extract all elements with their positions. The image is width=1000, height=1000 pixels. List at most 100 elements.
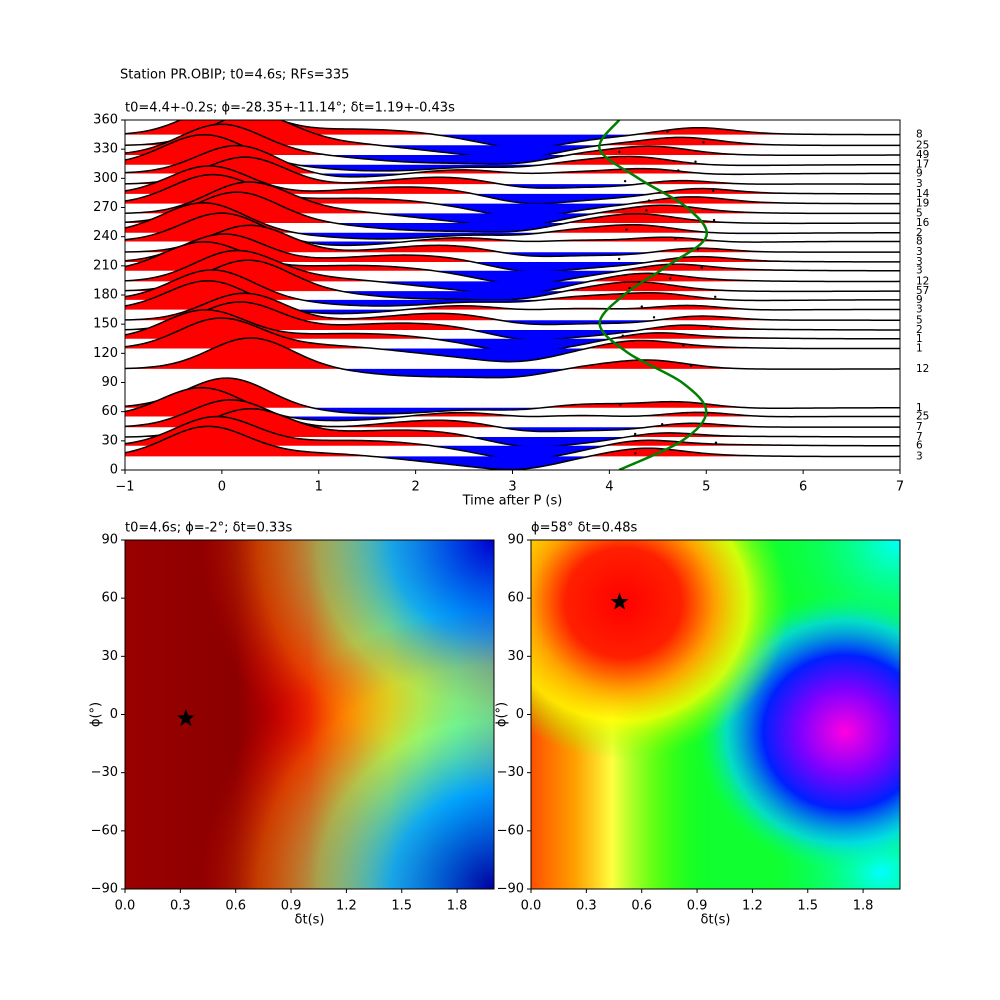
trace-pick [623,179,627,183]
trace-negative [125,427,900,432]
y-tick-label: 30 [101,649,118,664]
trace-pick [677,169,680,172]
trace-pick [712,189,715,193]
trace-positive [125,120,900,146]
figure-title: Station PR.OBIP; t0=4.6s; RFs=335 [120,68,349,83]
y-tick-label: −90 [497,882,524,897]
trace-positive [125,408,900,437]
x-tick-label: 1.2 [336,899,357,914]
trace-count: 2 [916,227,923,239]
trace-positive [125,426,900,457]
trace-count: 8 [916,129,923,141]
axes-title: t0=4.6s; ϕ=-2°; δt=0.33s [125,521,293,536]
trace-pick [689,364,693,368]
trace-pick [621,334,624,337]
y-tick-label: 270 [93,200,118,215]
trace-pick [634,452,637,455]
trace-pick [660,423,664,426]
x-tick-label: 0.3 [170,899,191,914]
trace-negative [125,213,900,227]
x-tick-label: 1.8 [853,899,874,914]
x-axis-label: δt(s) [295,913,325,928]
trace-pick [666,130,669,133]
x-tick-label: 6 [799,480,807,495]
trace-count: 19 [916,198,929,210]
trace-count: 57 [916,285,929,297]
trace-negative [125,436,900,447]
x-tick-label: −1 [115,480,134,495]
trace-pick [714,295,717,299]
trace-pick [709,325,713,329]
y-tick-label: 90 [101,533,118,548]
trace-pick [712,218,716,222]
y-tick-label: 30 [101,433,118,448]
y-tick-label: −60 [91,823,118,838]
trace-negative [125,145,900,159]
x-tick-label: 2 [411,480,419,495]
best-fit-star [610,592,629,610]
trace-negative [125,445,900,460]
trace-count: 9 [916,294,923,306]
y-tick-label: 90 [101,375,118,390]
trace-count: 5 [916,207,923,219]
y-tick-label: −60 [497,823,524,838]
x-tick-label: 3 [508,480,516,495]
trace-negative [125,252,900,257]
trace-line [125,377,900,415]
x-axis-label: Time after P (s) [462,494,563,509]
axes-title: ϕ=58° δt=0.48s [531,521,638,536]
x-tick-label: 1 [315,480,323,495]
y-tick-label: 0 [516,707,524,722]
y-tick-label: 60 [101,404,118,419]
trace-line [125,301,900,341]
trace-line [125,202,900,240]
trace-count: 25 [916,411,929,423]
y-tick-label: −90 [91,882,118,897]
trace-line [125,399,900,433]
x-axis-label: δt(s) [701,913,731,928]
trace-pick [619,403,622,406]
trace-negative [125,193,900,204]
trace-count: 3 [916,304,923,316]
trace-line [125,212,900,247]
trace-count: 9 [916,167,923,179]
trace-line [125,317,900,363]
x-tick-label: 0.0 [521,899,542,914]
trace-line [125,259,900,301]
trace-pick [694,160,697,163]
trace-positive [125,120,900,135]
x-tick-label: 1.5 [391,899,412,914]
heatmap-layer [531,540,900,889]
y-tick-label: 300 [93,171,118,186]
trace-count: 12 [916,275,929,287]
y-axis-label: ϕ(°) [89,702,104,727]
trace-pick [645,209,648,212]
trace-pick [669,277,672,280]
y-tick-label: −30 [91,765,118,780]
y-tick-label: 0 [110,707,118,722]
x-tick-label: 1.8 [447,899,468,914]
trace-negative [125,164,900,171]
trace-negative [125,281,900,295]
trace-line [125,191,900,233]
trace-negative [125,456,900,470]
y-tick-label: −30 [497,765,524,780]
y-tick-label: 330 [93,142,118,157]
y-tick-label: 360 [93,113,118,128]
trace-count: 49 [916,149,929,161]
trace-pick [700,266,703,269]
y-axis-label: ϕ(°) [495,702,510,727]
trace-negative [125,223,900,233]
x-tick-label: 4 [605,480,613,495]
trace-count: 8 [916,236,923,248]
trace-line [125,123,900,165]
heatmap-layer [125,540,494,889]
trace-negative [125,241,900,246]
trace-negative [125,203,900,218]
x-tick-label: 0.3 [576,899,597,914]
trace-pick [633,432,637,436]
trace-negative [125,155,900,165]
trace-pick [674,237,677,240]
trace-positive [125,181,900,214]
